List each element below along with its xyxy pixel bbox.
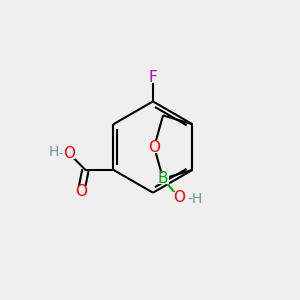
Bar [75, 186, 87, 198]
Text: O: O [63, 146, 75, 161]
Bar [147, 72, 159, 83]
Bar [63, 148, 75, 159]
Text: O: O [173, 190, 185, 206]
Bar [173, 192, 185, 203]
Text: F: F [148, 70, 157, 86]
Text: H: H [49, 145, 59, 159]
Bar [148, 142, 161, 153]
Text: -H: -H [188, 192, 202, 206]
Text: -: - [58, 147, 63, 160]
Text: O: O [148, 140, 160, 154]
Bar [158, 173, 169, 184]
Text: B: B [158, 171, 168, 186]
Text: O: O [75, 184, 87, 200]
